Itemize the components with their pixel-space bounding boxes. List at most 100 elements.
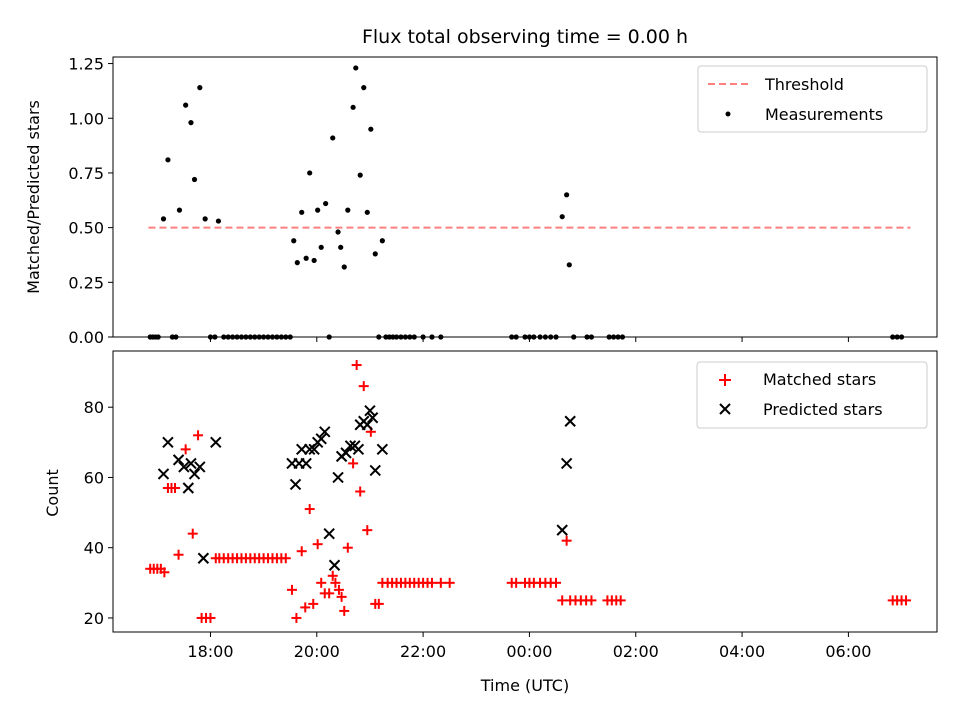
data-point [564, 192, 570, 198]
data-point [526, 334, 533, 340]
legend-threshold-label: Threshold [764, 75, 844, 94]
data-point [364, 405, 376, 417]
data-point [180, 444, 191, 455]
data-point [165, 157, 171, 163]
top-legend: Threshold Measurements [697, 65, 928, 133]
data-point [611, 334, 617, 340]
y-tick-label: 60 [84, 468, 104, 487]
bottom-ylabel: Count [43, 469, 62, 517]
data-point [435, 577, 446, 588]
data-point [323, 200, 329, 207]
top-plot-area: 0.00 0.25 0.50 0.75 1.00 1.25 [68, 55, 938, 347]
legend-predicted-label: Predicted stars [763, 400, 883, 419]
data-point [615, 595, 626, 606]
data-point [296, 546, 307, 557]
data-point [345, 207, 351, 213]
data-point [522, 334, 528, 340]
data-point [335, 229, 341, 235]
data-point [238, 334, 245, 340]
data-point [247, 334, 253, 340]
data-point [326, 334, 332, 340]
data-point [551, 577, 562, 588]
data-point [300, 457, 312, 470]
data-point [191, 176, 198, 183]
data-point [212, 334, 218, 340]
data-point [559, 214, 565, 220]
data-point [155, 334, 161, 340]
data-point [402, 334, 408, 340]
data-point [311, 257, 317, 264]
data-point [366, 412, 379, 424]
data-point [188, 468, 201, 480]
data-point [564, 415, 576, 427]
data-point [318, 244, 324, 250]
data-point [261, 334, 267, 340]
data-point [619, 334, 626, 340]
data-point [336, 591, 347, 602]
y-tick-label: 40 [84, 539, 104, 558]
y-tick-label: 0.25 [68, 273, 104, 292]
data-point [243, 334, 249, 340]
data-point [252, 334, 258, 340]
data-point [379, 238, 385, 244]
data-point [188, 120, 194, 126]
data-point [340, 447, 352, 459]
data-point [197, 552, 210, 564]
data-point [444, 577, 455, 588]
data-point [511, 577, 522, 588]
data-point [332, 471, 344, 484]
bottom-plot-area: 20 40 60 80 18:00 20:00 22:00 00:00 02:00 04:00 06… [84, 350, 938, 661]
data-point [185, 457, 197, 470]
y-tick-label: 0.75 [68, 164, 104, 183]
data-point [291, 238, 297, 244]
data-point [160, 216, 167, 222]
x-tick-label: 02:00 [613, 642, 659, 661]
data-point [429, 334, 435, 340]
x-tick-label: 22:00 [400, 642, 446, 661]
bottom-xlabel: Time (UTC) [480, 676, 569, 695]
series-measurements [147, 65, 905, 340]
data-point [342, 542, 353, 553]
data-point [560, 457, 573, 470]
data-point [162, 436, 174, 449]
data-point [157, 468, 170, 480]
data-point [307, 170, 313, 176]
data-point [299, 209, 305, 215]
data-point [256, 334, 262, 340]
data-point [289, 478, 302, 491]
data-point [178, 461, 190, 473]
data-point [300, 602, 311, 613]
data-point [548, 334, 554, 340]
data-point [606, 334, 612, 340]
legend-measurements-label: Measurements [765, 105, 883, 124]
data-point [265, 334, 271, 340]
data-point [357, 172, 363, 178]
series-predicted-stars [157, 405, 576, 571]
data-point [352, 443, 365, 456]
series-matched-stars [145, 360, 911, 623]
data-point [274, 334, 280, 340]
data-point [398, 334, 404, 340]
data-point [230, 334, 236, 340]
data-point [566, 262, 572, 268]
data-point [556, 524, 568, 536]
data-point [159, 567, 170, 578]
data-point [304, 504, 315, 515]
data-point [323, 527, 335, 540]
data-point [173, 549, 184, 560]
data-point [513, 334, 519, 340]
data-point [361, 85, 367, 91]
data-point [353, 65, 359, 71]
data-point [362, 525, 373, 536]
data-point [312, 539, 323, 550]
data-point [509, 334, 515, 340]
data-point [294, 260, 300, 266]
data-point [351, 360, 362, 371]
data-point [361, 419, 373, 431]
data-point [303, 255, 309, 261]
bottom-legend-frame [696, 361, 928, 429]
data-point [207, 334, 214, 340]
x-tick-label: 18:00 [187, 642, 233, 661]
data-point [215, 218, 222, 224]
